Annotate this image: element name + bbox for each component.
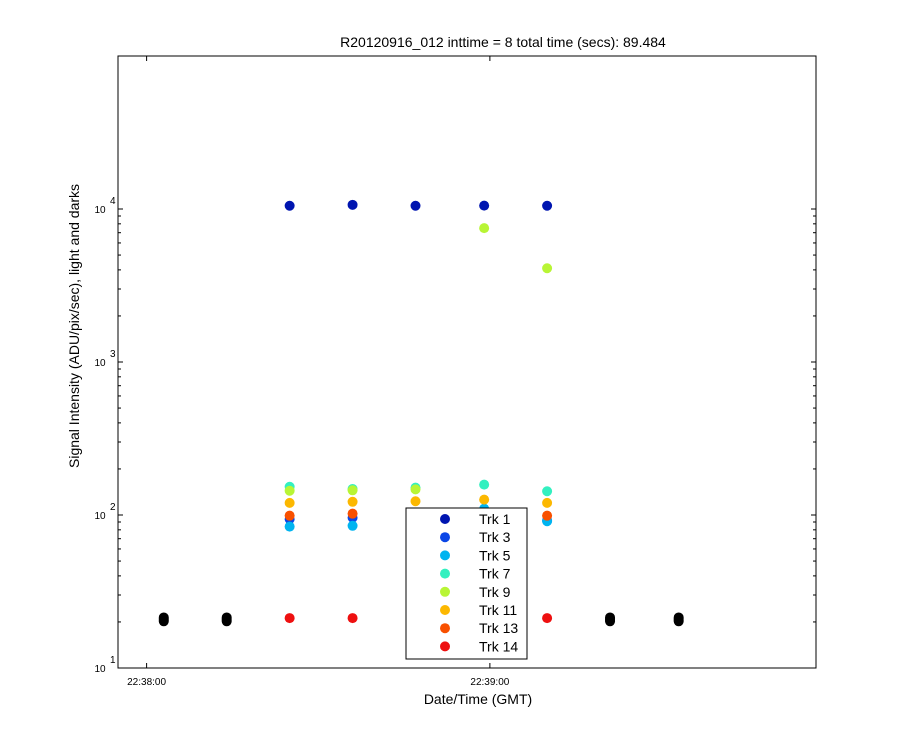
data-point	[347, 485, 358, 496]
data-point	[347, 508, 358, 519]
x-axis-label: Date/Time (GMT)	[424, 691, 532, 707]
y-tick-exponent: 1	[110, 655, 116, 666]
data-point	[221, 612, 232, 623]
legend-marker	[440, 514, 450, 524]
data-point	[542, 613, 553, 624]
y-tick-label: 10	[94, 358, 106, 369]
data-point	[542, 200, 553, 211]
data-point	[410, 496, 421, 507]
legend-entry-label: Trk 1	[479, 511, 511, 527]
y-tick-label: 10	[94, 664, 106, 675]
y-tick-exponent: 3	[110, 349, 116, 360]
data-point	[673, 612, 684, 623]
y-tick-exponent: 4	[110, 196, 116, 207]
legend-marker	[440, 568, 450, 579]
legend-entry-label: Trk 14	[479, 638, 518, 654]
data-point	[410, 484, 421, 495]
legend-marker	[440, 623, 450, 634]
data-point	[479, 223, 490, 234]
x-tick-label: 22:39:00	[470, 677, 509, 688]
data-point	[347, 520, 358, 531]
x-tick-label: 22:38:00	[127, 677, 166, 688]
data-point	[284, 521, 295, 532]
data-point	[284, 485, 295, 496]
legend: Trk 1 Trk 3 Trk 5 Trk 7 Trk 9 Trk 11 Trk 13 Trk…	[405, 507, 528, 660]
data-point	[542, 486, 553, 497]
legend-marker	[440, 550, 450, 561]
legend-box	[405, 507, 528, 660]
y-tick-label: 10	[94, 205, 106, 216]
data-point	[542, 510, 553, 521]
legend-entry-label: Trk 13	[479, 620, 518, 636]
legend-entry-label: Trk 9	[479, 584, 511, 600]
legend-marker	[440, 586, 450, 597]
legend-entry-label: Trk 7	[479, 566, 511, 582]
y-tick-label: 10	[94, 511, 106, 522]
data-point	[284, 613, 295, 624]
data-point	[284, 510, 295, 521]
data-point	[347, 613, 358, 624]
axis-ticks: 10 1 10 2 10 3 10 4 22:38:00 22:39:00	[94, 56, 816, 688]
chart-title: R20120916_012 inttime = 8 total time (se…	[340, 34, 666, 50]
legend-marker	[440, 641, 450, 652]
data-point	[605, 612, 616, 623]
legend-entry-label: Trk 11	[479, 602, 517, 618]
data-point	[479, 494, 490, 505]
data-point	[542, 263, 553, 274]
data-point	[284, 497, 295, 508]
data-point	[479, 479, 490, 490]
data-point	[347, 496, 358, 507]
legend-marker	[440, 605, 450, 615]
data-point	[347, 199, 358, 210]
legend-entry-label: Trk 3	[479, 529, 511, 545]
y-axis-label: Signal Intensity (ADU/pix/sec), light an…	[66, 184, 82, 468]
data-point	[158, 612, 169, 623]
legend-entry-label: Trk 5	[479, 547, 511, 563]
data-point	[542, 497, 553, 508]
data-point	[410, 200, 421, 211]
data-point	[284, 200, 295, 211]
legend-marker	[440, 532, 450, 543]
data-point	[479, 200, 490, 211]
y-tick-exponent: 2	[110, 502, 116, 513]
